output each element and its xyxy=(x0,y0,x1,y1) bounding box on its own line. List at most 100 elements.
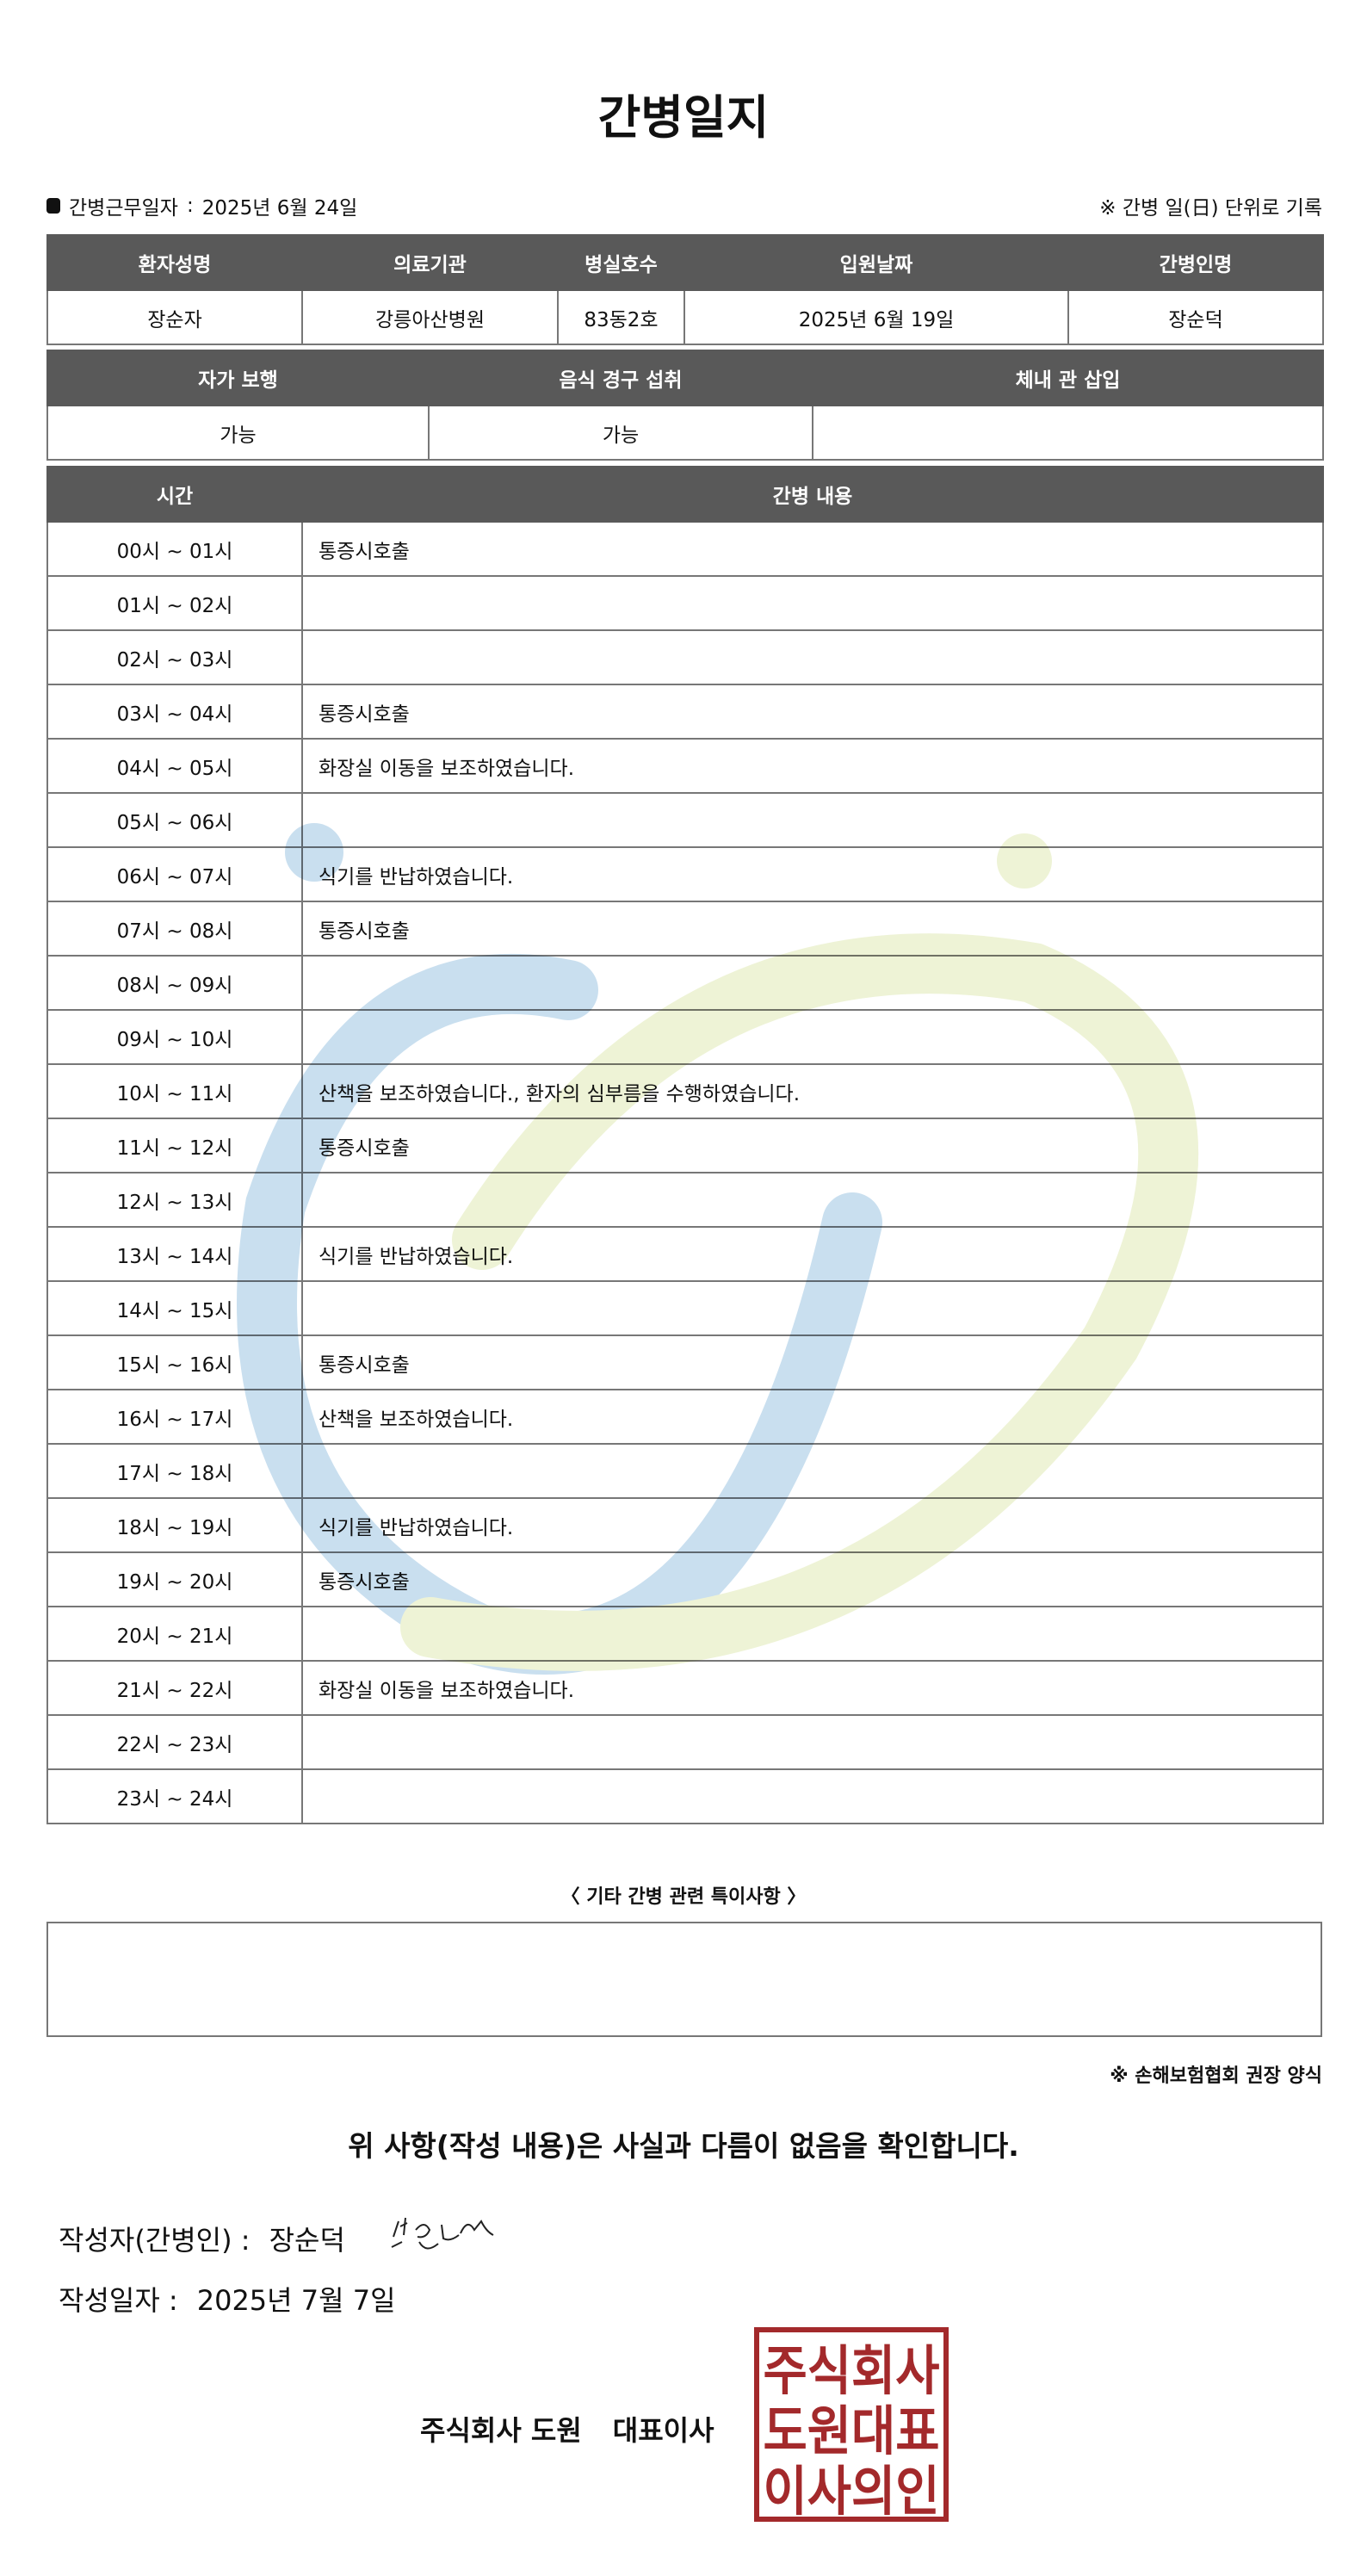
log-content: 화장실 이동을 보조하였습니다. xyxy=(301,738,1324,794)
work-date-label: 간병근무일자 xyxy=(69,197,178,220)
log-content: 통증시호출 xyxy=(301,1334,1324,1390)
written-date-value: 2025년 7월 7일 xyxy=(196,2284,396,2317)
log-row: 01시 ~ 02시 xyxy=(46,575,1324,631)
status-header-row: 자가 보행 음식 경구 섭취 체내 관 삽입 xyxy=(46,350,1324,406)
work-date-separator: : xyxy=(186,195,194,217)
log-row: 20시 ~ 21시 xyxy=(46,1606,1324,1662)
writer-label: 작성자(간병인) : xyxy=(59,2224,251,2257)
log-row: 16시 ~ 17시 산책을 보조하였습니다. xyxy=(46,1389,1324,1445)
log-content xyxy=(301,1768,1324,1824)
work-date-value: 2025년 6월 24일 xyxy=(201,197,358,220)
log-content xyxy=(301,1009,1324,1065)
log-content: 식기를 반납하였습니다. xyxy=(301,1497,1324,1553)
header-hospital: 의료기관 xyxy=(301,234,559,291)
log-time: 14시 ~ 15시 xyxy=(46,1280,303,1336)
log-time: 09시 ~ 10시 xyxy=(46,1009,303,1065)
work-date: 간병근무일자 : 2025년 6월 24일 xyxy=(46,191,357,220)
etc-title: 〈 기타 간병 관련 특이사항 〉 xyxy=(560,1886,807,1908)
log-content: 통증시호출 xyxy=(301,521,1324,577)
log-content xyxy=(301,1443,1324,1499)
log-time: 18시 ~ 19시 xyxy=(46,1497,303,1553)
header-room: 병실호수 xyxy=(557,234,685,291)
log-content xyxy=(301,1280,1324,1336)
confirm-text: 위 사항(작성 내용)은 사실과 다름이 없음을 확인합니다. xyxy=(348,2129,1019,2163)
svg-text:주식회사: 주식회사 xyxy=(764,2339,940,2402)
self-walking: 가능 xyxy=(46,405,430,461)
admission-date: 2025년 6월 19일 xyxy=(684,289,1069,345)
header-tube-insertion: 체내 관 삽입 xyxy=(812,350,1324,406)
log-time: 08시 ~ 09시 xyxy=(46,955,303,1011)
log-content xyxy=(301,955,1324,1011)
company-name: 주식회사 도원 xyxy=(420,2414,582,2447)
log-time: 03시 ~ 04시 xyxy=(46,684,303,740)
log-time: 04시 ~ 05시 xyxy=(46,738,303,794)
log-time: 11시 ~ 12시 xyxy=(46,1118,303,1173)
log-row: 23시 ~ 24시 xyxy=(46,1768,1324,1824)
log-time: 21시 ~ 22시 xyxy=(46,1660,303,1716)
log-row: 00시 ~ 01시 통증시호출 xyxy=(46,521,1324,577)
patient-value-row: 장순자 강릉아산병원 83동2호 2025년 6월 19일 장순덕 xyxy=(46,289,1324,345)
hospital: 강릉아산병원 xyxy=(301,289,559,345)
log-row: 07시 ~ 08시 통증시호출 xyxy=(46,901,1324,957)
company-seal-stamp: 주식회사 도원대표 이사의인 xyxy=(754,2327,949,2522)
header-caregiver-name: 간병인명 xyxy=(1067,234,1324,291)
log-row: 13시 ~ 14시 식기를 반납하였습니다. xyxy=(46,1226,1324,1282)
log-row: 15시 ~ 16시 통증시호출 xyxy=(46,1334,1324,1390)
page-title: 간병일지 xyxy=(597,90,770,145)
log-content: 통증시호출 xyxy=(301,1551,1324,1607)
log-time: 16시 ~ 17시 xyxy=(46,1389,303,1445)
company-title: 대표이사 xyxy=(612,2414,714,2447)
company-line: 주식회사 도원 대표이사 xyxy=(420,2409,714,2449)
log-row: 22시 ~ 23시 xyxy=(46,1714,1324,1770)
header-time: 시간 xyxy=(46,466,303,523)
written-date-label: 작성일자 : xyxy=(59,2284,178,2317)
log-row: 18시 ~ 19시 식기를 반납하였습니다. xyxy=(46,1497,1324,1553)
log-time: 22시 ~ 23시 xyxy=(46,1714,303,1770)
log-time: 20시 ~ 21시 xyxy=(46,1606,303,1662)
status-value-row: 가능 가능 xyxy=(46,405,1324,461)
log-time: 13시 ~ 14시 xyxy=(46,1226,303,1282)
log-content xyxy=(301,629,1324,685)
log-time: 02시 ~ 03시 xyxy=(46,629,303,685)
insurance-note: ※ 손해보험협회 권장 양식 xyxy=(1110,2065,1322,2087)
header-patient-name: 환자성명 xyxy=(46,234,303,291)
log-row: 05시 ~ 06시 xyxy=(46,792,1324,848)
log-row: 21시 ~ 22시 화장실 이동을 보조하였습니다. xyxy=(46,1660,1324,1716)
log-row: 11시 ~ 12시 통증시호출 xyxy=(46,1118,1324,1173)
status-table: 자가 보행 음식 경구 섭취 체내 관 삽입 가능 가능 xyxy=(46,350,1324,461)
log-time: 07시 ~ 08시 xyxy=(46,901,303,957)
log-row: 04시 ~ 05시 화장실 이동을 보조하였습니다. xyxy=(46,738,1324,794)
log-time: 10시 ~ 11시 xyxy=(46,1063,303,1119)
log-content: 통증시호출 xyxy=(301,684,1324,740)
log-time: 12시 ~ 13시 xyxy=(46,1172,303,1228)
log-content xyxy=(301,575,1324,631)
header-admission-date: 입원날짜 xyxy=(684,234,1069,291)
log-time: 01시 ~ 02시 xyxy=(46,575,303,631)
svg-text:도원대표: 도원대표 xyxy=(764,2400,940,2462)
log-time: 00시 ~ 01시 xyxy=(46,521,303,577)
log-content: 산책을 보조하였습니다. xyxy=(301,1389,1324,1445)
log-content: 화장실 이동을 보조하였습니다. xyxy=(301,1660,1324,1716)
log-time: 23시 ~ 24시 xyxy=(46,1768,303,1824)
log-content: 산책을 보조하였습니다., 환자의 심부름을 수행하였습니다. xyxy=(301,1063,1324,1119)
etc-notes-box xyxy=(46,1922,1322,2037)
log-time: 15시 ~ 16시 xyxy=(46,1334,303,1390)
header-self-walking: 자가 보행 xyxy=(46,350,430,406)
header-care-content: 간병 내용 xyxy=(301,466,1324,523)
log-row: 02시 ~ 03시 xyxy=(46,629,1324,685)
writer-line: 작성자(간병인) : 장순덕 xyxy=(59,2213,528,2264)
bullet-icon xyxy=(46,198,60,214)
signature-image xyxy=(391,2217,494,2250)
header-oral-intake: 음식 경구 섭취 xyxy=(428,350,813,406)
log-row: 19시 ~ 20시 통증시호출 xyxy=(46,1551,1324,1607)
log-content: 식기를 반납하였습니다. xyxy=(301,1226,1324,1282)
log-time: 19시 ~ 20시 xyxy=(46,1551,303,1607)
log-content: 통증시호출 xyxy=(301,1118,1324,1173)
log-row: 17시 ~ 18시 xyxy=(46,1443,1324,1499)
log-time: 06시 ~ 07시 xyxy=(46,846,303,902)
log-content xyxy=(301,1606,1324,1662)
room: 83동2호 xyxy=(557,289,685,345)
patient-table: 환자성명 의료기관 병실호수 입원날짜 간병인명 장순자 강릉아산병원 83동2… xyxy=(46,234,1324,345)
oral-intake: 가능 xyxy=(428,405,813,461)
writer-name: 장순덕 xyxy=(269,2224,345,2257)
